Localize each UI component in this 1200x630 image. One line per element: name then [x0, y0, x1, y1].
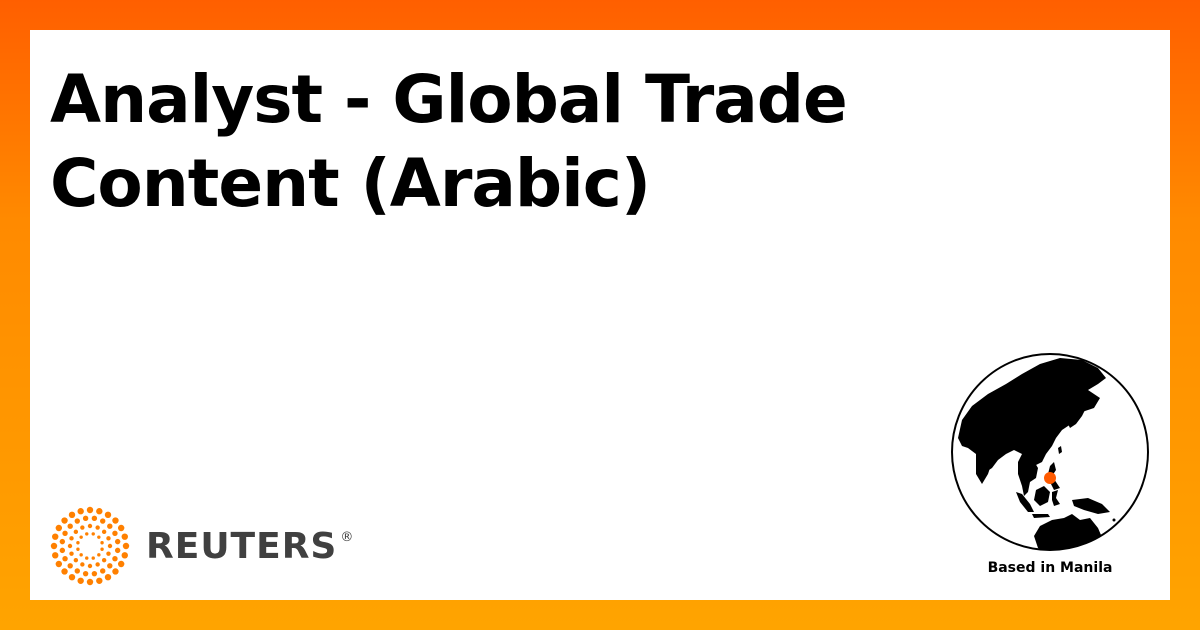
logo-dot — [95, 562, 100, 567]
globe-icon — [951, 353, 1149, 551]
logo-dot — [68, 573, 76, 581]
logo-dot — [77, 508, 84, 515]
logo-dot — [96, 577, 103, 584]
logo-dot — [114, 547, 121, 554]
logo-dot — [67, 543, 73, 549]
logo-dot — [91, 515, 98, 522]
logo-dot — [85, 532, 89, 536]
logo-dot — [77, 577, 84, 584]
logo-dot — [114, 538, 121, 545]
logo-dot — [79, 553, 83, 557]
logo-dot — [100, 547, 104, 551]
logo-dot — [121, 552, 128, 559]
logo-dot — [97, 535, 101, 539]
landmass-sulawesi — [1052, 490, 1060, 506]
logo-dot — [86, 506, 94, 514]
reuters-logo[interactable]: REUTERS ® — [50, 506, 370, 586]
location-dot-icon — [1044, 472, 1056, 484]
logo-dot — [67, 563, 73, 569]
logo-dot — [52, 533, 59, 540]
logo-dot — [87, 523, 93, 529]
landmass-sumatra — [1016, 492, 1034, 512]
logo-dot — [117, 560, 125, 568]
job-title: Analyst - Global Trade Content (Arabic) — [50, 61, 848, 222]
logo-dot — [74, 518, 80, 524]
logo-dot — [107, 523, 113, 529]
logo-dot — [61, 568, 68, 575]
registered-mark: ® — [340, 529, 355, 545]
landmass-indochina — [1018, 454, 1038, 496]
logo-dot — [55, 560, 63, 568]
logo-dot — [100, 541, 104, 545]
logo-dot — [87, 563, 93, 569]
landmass-java — [1032, 514, 1050, 518]
logo-dot — [97, 553, 101, 557]
logo-dot — [91, 570, 98, 577]
logo-dot — [100, 518, 106, 524]
landmass-taiwan — [1058, 446, 1062, 454]
logo-dot — [107, 563, 113, 569]
logo-dot — [104, 511, 112, 519]
logo-dot — [95, 525, 100, 530]
logo-dot — [91, 532, 95, 536]
logo-dot — [106, 536, 111, 541]
landmass-japan — [1068, 404, 1086, 428]
landmass-asia — [958, 358, 1106, 472]
logo-dot — [82, 570, 89, 577]
logo-dot — [101, 529, 107, 535]
logo-dot — [55, 524, 63, 532]
landmass-borneo — [1034, 486, 1050, 506]
logo-dot — [50, 542, 58, 550]
location-label: Based in Manila — [987, 560, 1113, 576]
logo-dot — [69, 551, 74, 556]
logo-dot — [86, 578, 94, 586]
logo-dot — [59, 547, 66, 554]
logo-dot — [91, 556, 95, 560]
logo-dot — [73, 529, 79, 535]
logo-dot — [104, 573, 112, 581]
logo-dot — [76, 541, 80, 545]
logo-dot — [61, 517, 68, 524]
logo-dot — [112, 556, 118, 562]
reuters-dot-ring-icon — [50, 506, 130, 586]
logo-dot — [107, 543, 113, 549]
landmass-islands — [1118, 524, 1122, 528]
logo-dot — [100, 568, 106, 574]
logo-dot — [117, 524, 125, 532]
logo-dot — [59, 538, 66, 545]
job-card: Analyst - Global Trade Content (Arabic) … — [30, 30, 1170, 600]
brand-name: REUTERS — [146, 525, 338, 567]
reuters-wordmark: REUTERS ® — [146, 526, 354, 567]
logo-dot — [67, 523, 73, 529]
logo-dot — [79, 535, 83, 539]
landmass-india — [976, 454, 992, 484]
logo-dot — [68, 511, 76, 519]
logo-dot — [74, 568, 80, 574]
logo-dot — [62, 530, 68, 536]
logo-dot — [122, 542, 130, 550]
logo-dot — [85, 556, 89, 560]
logo-dot — [112, 517, 119, 524]
logo-dot — [112, 530, 118, 536]
logo-dot — [76, 547, 80, 551]
logo-dot — [62, 556, 68, 562]
logo-dot — [82, 515, 89, 522]
landmass-new-guinea — [1072, 498, 1110, 514]
logo-dot — [80, 562, 85, 567]
logo-dot — [121, 533, 128, 540]
logo-dot — [106, 551, 111, 556]
logo-dot — [69, 536, 74, 541]
logo-dot — [52, 552, 59, 559]
logo-dot — [73, 557, 79, 563]
logo-dot — [101, 557, 107, 563]
logo-dot — [112, 568, 119, 575]
logo-dot — [96, 508, 103, 515]
logo-dot — [80, 525, 85, 530]
